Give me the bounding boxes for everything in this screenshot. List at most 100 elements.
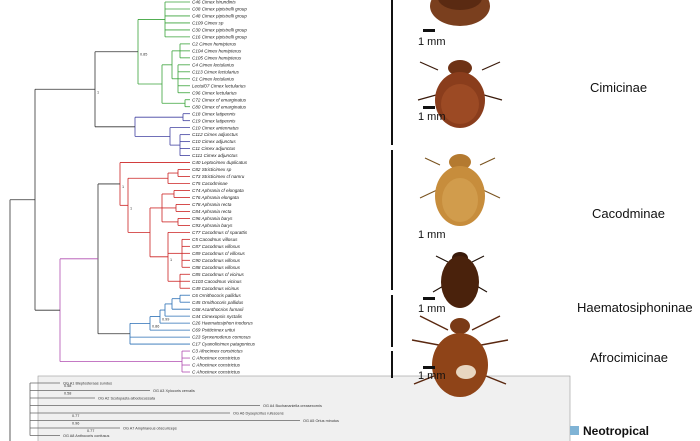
specimen-image-3 [419,154,501,226]
leaf-label: C96 Aphrania barys [192,216,233,221]
outgroup-box [37,375,571,441]
leaf-label: C Afrocimex constrictus [192,363,241,368]
bootstrap-value: 0.85 [140,53,147,57]
specimen-image-1 [430,0,490,26]
leaf-label: C84 Aphrania recta [192,209,232,214]
leaf-label: C40 Leptocimex duplicatus [192,160,248,165]
scale-bar-1: 1 mm [418,29,446,48]
leaf-label: C Afrocimex constrictus [192,370,241,375]
leaf-label: C90 Cacodmus villosus [192,258,241,263]
bootstrap-value: 0.96 [72,422,79,426]
scale-bar-3: 1 mm [418,229,446,241]
outgroup-labels: OG A1 Bleptosteraas sundus OG A3 Xylocori… [63,382,339,439]
scale-bar-2: 1 mm [418,106,446,123]
leaf-label: C104 Cimex hemipterus [192,48,242,53]
region-legend: Neotropical [570,424,649,438]
outgroup-label: OG A6 Dysepicritus rufescens [233,412,284,416]
leaf-label: C77 Cacodmus cf sparattis [192,230,248,235]
bootstrap-value: 0.77 [72,414,79,418]
phylogenetic-tree [9,1,300,441]
bootstrap-value: 0.99 [162,318,169,322]
leaf-label: Lectul07 Cimex lectularius [192,83,246,88]
leaf-label: C46 Cimex hirundinis [192,0,236,5]
outgroup-label: OG A5 Orius minutus [303,419,339,423]
leaf-label: C78 Aphrania recta [192,202,232,207]
leaf-label: C73 Stricticimex cf namru [192,174,245,179]
bootstrap-value: 1 [170,258,172,262]
leaf-label: C45 Ornithocoris pallidus [192,300,244,305]
leaf-label: C16 Cimex pipistrelli group [192,35,247,40]
leaf-label: C96 Cimex lectularius [192,90,237,95]
bootstrap-value: 1 [130,206,132,210]
leaf-label: C6 Ornithocoris pallidus [192,293,241,298]
leaf-label: C2 Cimex hemipterus [192,41,237,46]
subfamily-afrocimicinae: Afrocimicinae [590,350,668,365]
scale-label-3: 1 mm [418,229,446,241]
outgroup-label: OG A1 Bleptosteraas sundus [63,382,112,386]
bootstrap-value: 0.58 [64,384,71,388]
subfamily-cacodminae: Cacodminae [592,206,665,221]
leaf-label: C Afrocimex constrictus [192,356,241,361]
leaf-label: C4 Cimex lectularius [192,62,235,67]
legend-swatch [570,426,579,435]
bootstrap-value: 0.86 [152,324,159,328]
leaf-label: C93 Aphrania barys [192,223,233,228]
leaf-label: C5 Cacodmus villosus [192,237,238,242]
leaf-label: C18 Cimex latipennis [192,111,236,116]
leaf-label: C76 Aphrania elongata [192,195,239,200]
leaf-label: C72 Cimex cf emarginatus [192,97,247,102]
outgroup-label: OG A2 Scotopasta albodocussata [98,397,156,401]
specimen-image-5 [411,315,509,397]
scale-label-1: 1 mm [418,36,446,48]
leaf-label: C3 Afrocimex constrictus [192,349,243,354]
scale-label-2: 1 mm [418,111,446,123]
leaf-label: C105 Cimex hemipterus [192,55,242,60]
leaf-label: C111 Cimex adjunctus [192,153,238,158]
bootstrap-value: 1 [122,185,124,189]
leaf-label: C87 Cacodmus villosus [192,244,241,249]
specimen-image-2 [417,60,503,128]
subfamily-cimicinae: Cimicinae [590,80,647,95]
leaf-label: C30 Cimex pipistrelli group [192,28,247,33]
bootstrap-value: 1 [97,90,99,94]
leaf-label: C1 Cimex lectularius [192,76,235,81]
outgroup-label: OG A7 Amphiareus obscuriceps [123,427,177,431]
leaf-label: C80 Cimex cf emarginatus [192,104,247,109]
bootstrap-value: 0.77 [87,429,94,433]
leaf-label: C75 Cacodminae [192,181,228,186]
leaf-label: C89 Cacodmus cf villosus [192,251,246,256]
leaf-labels: C46 Cimex hirundinis C08 Cimex pipistrell… [192,0,256,375]
legend-label: Neotropical [583,424,649,438]
leaf-label: C08 Cimex pipistrelli group [192,7,247,12]
leaf-label: C85 Cacodmus cf vicinus [192,272,245,277]
leaf-label: C103 Cacodmus vicinus [192,279,242,284]
bootstrap-value: 0.58 [64,392,71,396]
scale-label-5: 1 mm [418,370,446,382]
leaf-label: C49 Cacodmus vicinus [192,286,240,291]
bootstrap-values: 1 0.85 1 1 1 0.990.86 0.58 0.58 0.77 0.96 0.77 [64,53,172,433]
scale-label-4: 1 mm [418,303,446,315]
leaf-label: C10 Cimex adjunctus [192,139,236,144]
leaf-label: C88 Cacodmus villosus [192,265,241,270]
specimen-image-4 [432,252,488,308]
leaf-label: C23 Synxenoderus comosus [192,335,251,340]
leaf-label: C17 Cyanolicimex patagonicus [192,342,256,347]
leaf-label: C44 Cimexopsis nyctalis [192,314,243,319]
scale-bar-4: 1 mm [418,297,446,315]
leaf-label: C74 Aphrania cf elongata [192,188,244,193]
leaf-label: C82 Stricticimex sp [192,167,232,172]
leaf-label: C48 Cimex pipistrelli group [192,14,247,19]
scale-bar-5: 1 mm [418,366,446,382]
leaf-label: C19 Cimex latipennis [192,118,236,123]
leaf-label: C68 Acanthocrios furnarii [192,307,244,312]
leaf-label: C109 Cimex sp [192,21,224,26]
leaf-label: C113 Cimex lectularius [192,69,240,74]
leaf-label: C112 Cimex adjunctus [192,132,239,137]
subfamily-haematosiphoninae: Haematosiphoninae [577,300,693,315]
leaf-label: C10 Cimex antennatus [192,125,239,130]
outgroup-label: OG A4 Buchananiella creasexornis [263,404,322,408]
outgroup-label: OG A8 Anthocoris confusus [63,434,110,438]
leaf-label: C69 Psitticimex uritui [192,328,236,333]
leaf-label: C11 Cimex adjunctus [192,146,236,151]
